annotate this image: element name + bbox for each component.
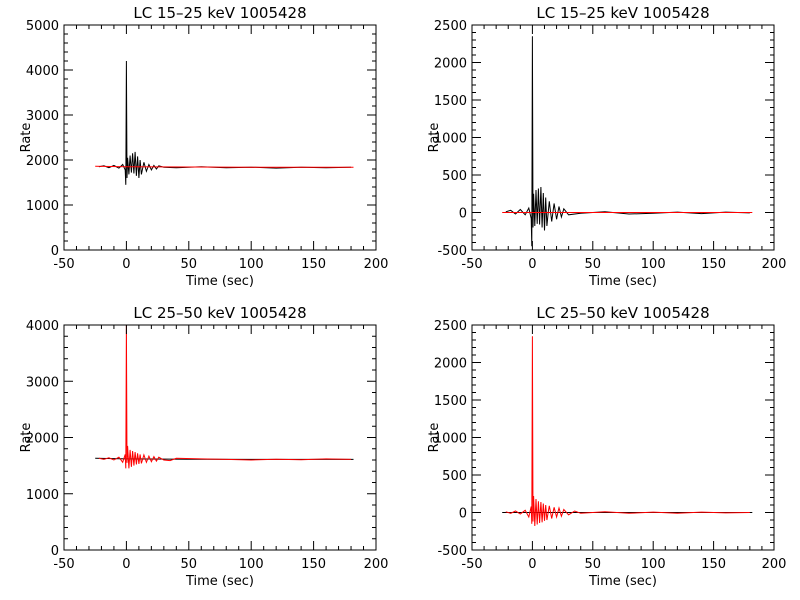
x-tick-label: 0	[528, 557, 536, 572]
series-line-1	[505, 36, 750, 247]
y-tick-label: 1000	[434, 432, 467, 447]
y-tick-label: 2500	[434, 319, 467, 334]
plot-frame	[471, 324, 775, 551]
x-tick-label: 50	[181, 257, 198, 272]
series-line-2	[98, 325, 352, 469]
y-tick-label: 0	[51, 544, 59, 559]
y-tick-label: 1000	[26, 199, 59, 214]
chart-title: LC 15–25 keV 1005428	[133, 4, 306, 22]
x-tick-label: -50	[461, 557, 482, 572]
y-tick-label: 1500	[434, 394, 467, 409]
x-tick-label: -50	[461, 257, 482, 272]
x-tick-label: 100	[239, 257, 264, 272]
y-tick-label: -500	[437, 244, 467, 259]
chart-panel-2: -50 0 50 100 150 200-50005001000150020002500L…	[427, 4, 786, 289]
x-tick-label: 0	[528, 257, 536, 272]
x-tick-label: 100	[641, 257, 666, 272]
x-axis-label: Time (sec)	[588, 274, 657, 289]
y-axis-label: Rate	[427, 423, 442, 453]
y-tick-label: -500	[437, 544, 467, 559]
x-tick-label: 50	[585, 257, 602, 272]
y-tick-label: 2000	[26, 154, 59, 169]
x-tick-label: 150	[701, 557, 726, 572]
x-axis-label: Time (sec)	[185, 574, 254, 589]
x-tick-label: 0	[122, 257, 130, 272]
y-tick-label: 2000	[26, 432, 59, 447]
y-tick-label: 3000	[26, 375, 59, 390]
y-tick-label: 1000	[26, 488, 59, 503]
x-tick-label: -50	[53, 257, 74, 272]
y-tick-label: 4000	[26, 64, 59, 79]
y-tick-label: 4000	[26, 319, 59, 334]
x-tick-label: 200	[762, 557, 787, 572]
x-axis-label: Time (sec)	[588, 574, 657, 589]
y-tick-label: 2000	[434, 357, 467, 372]
y-tick-label: 1000	[434, 132, 467, 147]
x-axis-label: Time (sec)	[185, 274, 254, 289]
y-tick-label: 2500	[434, 19, 467, 34]
y-tick-label: 2000	[434, 57, 467, 72]
chart-panel-4: -50 0 50 100 150 200-50005001000150020002500L…	[427, 304, 786, 589]
y-axis-label: Rate	[427, 123, 442, 153]
x-tick-label: 200	[364, 257, 389, 272]
x-tick-label: 50	[585, 557, 602, 572]
x-tick-label: 150	[301, 557, 326, 572]
chart-title: LC 25–50 keV 1005428	[536, 304, 709, 322]
x-tick-label: 100	[239, 557, 264, 572]
x-tick-label: 150	[701, 257, 726, 272]
x-tick-label: 100	[641, 557, 666, 572]
x-tick-label: -50	[53, 557, 74, 572]
x-tick-label: 0	[122, 557, 130, 572]
y-tick-label: 0	[51, 244, 59, 259]
y-tick-label: 5000	[26, 19, 59, 34]
x-tick-label: 200	[364, 557, 389, 572]
series-line-1	[98, 60, 352, 185]
chart-title: LC 15–25 keV 1005428	[536, 4, 709, 22]
x-tick-label: 50	[181, 557, 198, 572]
chart-title: LC 25–50 keV 1005428	[133, 304, 306, 322]
plot-frame	[63, 24, 377, 251]
y-axis-label: Rate	[19, 423, 34, 453]
series-line-2	[95, 165, 354, 168]
x-tick-label: 150	[301, 257, 326, 272]
x-tick-label: 200	[762, 257, 787, 272]
y-tick-label: 1500	[434, 94, 467, 109]
plot-frame	[471, 24, 775, 251]
plot-frame	[63, 324, 377, 551]
y-tick-label: 0	[459, 207, 467, 222]
y-tick-label: 500	[442, 169, 467, 184]
y-tick-label: 0	[459, 507, 467, 522]
y-tick-label: 3000	[26, 109, 59, 124]
y-tick-label: 500	[442, 469, 467, 484]
y-axis-label: Rate	[19, 123, 34, 153]
series-line-2	[505, 336, 750, 527]
